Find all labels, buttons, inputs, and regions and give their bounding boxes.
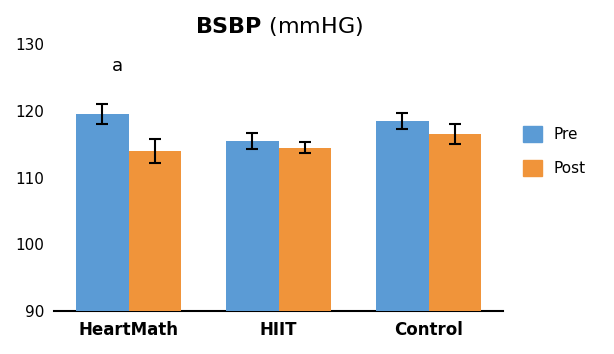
- Bar: [129, 151, 181, 311]
- Bar: [279, 148, 331, 311]
- Legend: Pre, Post: Pre, Post: [516, 119, 594, 184]
- Bar: [76, 114, 129, 311]
- Title: $\bf{BSBP}$ (mmHG): $\bf{BSBP}$ (mmHG): [195, 15, 363, 38]
- Bar: [429, 134, 481, 311]
- Bar: [226, 141, 279, 311]
- Text: a: a: [112, 57, 123, 75]
- Bar: [376, 121, 429, 311]
